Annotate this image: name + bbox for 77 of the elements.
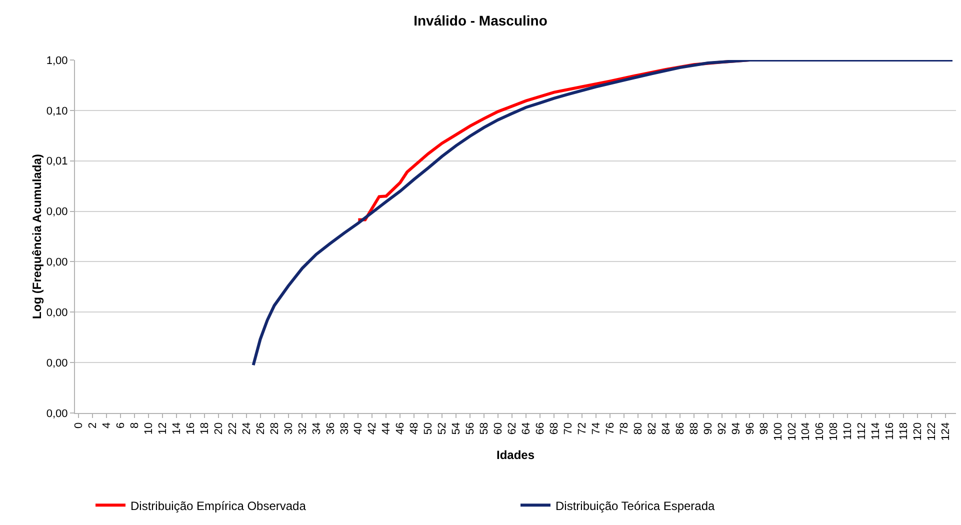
y-tick-label: 0,10 <box>46 105 68 118</box>
x-tick-label: 50 <box>422 422 435 435</box>
x-tick-label: 12 <box>156 422 169 435</box>
x-tick-label: 10 <box>142 422 155 435</box>
x-axis-title: Idades <box>496 448 535 462</box>
x-tick-label: 124 <box>940 422 952 441</box>
x-tick-label: 116 <box>884 422 896 440</box>
x-tick-label: 62 <box>506 422 519 435</box>
x-tick-label: 24 <box>240 422 253 435</box>
x-tick-label: 104 <box>800 422 812 441</box>
x-tick-label: 64 <box>520 422 533 435</box>
legend-label: Distribuição Empírica Observada <box>130 498 306 513</box>
x-tick-label: 88 <box>688 422 700 435</box>
x-tick-label: 66 <box>534 422 547 435</box>
y-tick-label: 0,00 <box>46 256 68 269</box>
x-tick-label: 74 <box>590 422 602 435</box>
x-tick-label: 112 <box>856 422 868 440</box>
x-tick-label: 80 <box>632 422 644 435</box>
x-tick-label: 58 <box>478 422 491 435</box>
x-tick-label: 92 <box>716 422 728 435</box>
x-tick-label: 16 <box>184 422 197 435</box>
x-tick-label: 68 <box>548 422 561 435</box>
x-tick-label: 100 <box>772 422 784 441</box>
x-tick-label: 20 <box>212 422 225 435</box>
x-tick-label: 96 <box>744 422 756 435</box>
x-tick-label: 56 <box>464 422 477 435</box>
x-tick-label: 48 <box>408 422 421 435</box>
x-tick-label: 54 <box>450 422 463 435</box>
legend-label: Distribuição Teórica Esperada <box>556 498 716 513</box>
x-tick-label: 106 <box>814 422 826 441</box>
x-tick-label: 8 <box>129 422 142 429</box>
x-tick-label: 52 <box>436 422 449 435</box>
x-tick-label: 4 <box>101 422 114 429</box>
x-tick-label: 76 <box>604 422 616 435</box>
y-tick-label: 0,00 <box>46 357 68 370</box>
y-axis-title: Log (Frequência Acumulada) <box>30 154 44 319</box>
x-tick-label: 32 <box>296 422 309 435</box>
x-tick-label: 114 <box>870 422 882 440</box>
x-tick-label: 44 <box>380 422 393 435</box>
y-tick-label: 0,00 <box>46 408 68 420</box>
x-tick-label: 42 <box>366 422 379 435</box>
x-tick-label: 70 <box>562 422 575 435</box>
x-tick-label: 84 <box>660 422 672 435</box>
y-tick-label: 0,01 <box>46 156 68 168</box>
x-tick-label: 34 <box>310 422 323 435</box>
x-tick-label: 102 <box>786 422 798 441</box>
x-tick-label: 38 <box>338 422 351 435</box>
x-tick-label: 118 <box>898 422 910 440</box>
x-tick-label: 0 <box>73 422 86 429</box>
x-tick-label: 94 <box>730 422 742 435</box>
x-tick-label: 18 <box>198 422 211 435</box>
x-tick-label: 36 <box>324 422 337 435</box>
y-tick-label: 1,00 <box>46 54 68 67</box>
x-tick-label: 110 <box>842 422 854 440</box>
x-tick-label: 86 <box>674 422 686 435</box>
x-tick-label: 2 <box>87 422 100 429</box>
chart-title: Inválido - Masculino <box>414 12 548 29</box>
x-tick-label: 60 <box>492 422 505 435</box>
x-tick-label: 26 <box>254 422 267 435</box>
x-tick-label: 28 <box>268 422 281 435</box>
x-tick-label: 122 <box>926 422 938 441</box>
x-tick-label: 108 <box>828 422 840 441</box>
x-tick-label: 6 <box>115 422 128 429</box>
x-tick-label: 78 <box>618 422 630 435</box>
x-tick-label: 22 <box>226 422 239 435</box>
x-tick-label: 82 <box>646 422 658 435</box>
x-tick-label: 30 <box>282 422 295 435</box>
x-tick-label: 120 <box>912 422 924 441</box>
x-tick-label: 14 <box>170 422 183 435</box>
x-tick-label: 40 <box>352 422 365 435</box>
x-tick-label: 72 <box>576 422 588 435</box>
x-tick-label: 98 <box>758 422 770 435</box>
line-series <box>252 60 954 367</box>
x-tick-label: 90 <box>702 422 714 435</box>
y-tick-label: 0,00 <box>46 206 68 218</box>
x-tick-label: 46 <box>394 422 407 435</box>
y-tick-label: 0,00 <box>46 306 68 319</box>
